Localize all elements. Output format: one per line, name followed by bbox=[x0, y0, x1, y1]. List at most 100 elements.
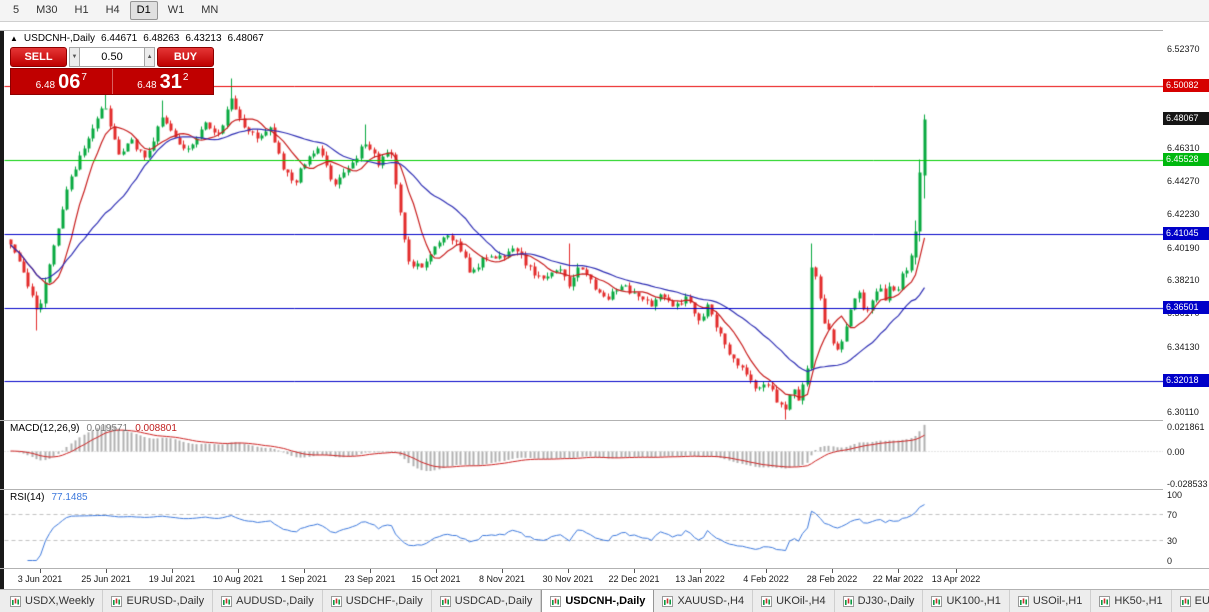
volume-down-icon[interactable]: ▼ bbox=[69, 47, 80, 67]
tab-label: USDCHF-,Daily bbox=[345, 595, 423, 607]
chart-tab-usdchf-daily[interactable]: USDCHF-,Daily bbox=[323, 590, 432, 612]
timeframe-button-m30[interactable]: M30 bbox=[29, 1, 64, 20]
chart-tab-usdcnh-daily[interactable]: USDCNH-,Daily bbox=[541, 590, 655, 612]
chart-icon bbox=[10, 595, 21, 607]
date-axis-label: 15 Oct 2021 bbox=[411, 574, 461, 584]
chart-tab-ukoil-h4[interactable]: UKOil-,H4 bbox=[753, 590, 835, 612]
chart-tab-eu[interactable]: EU bbox=[1172, 590, 1209, 612]
date-axis-divider bbox=[0, 568, 1209, 569]
chart-icon bbox=[111, 595, 123, 607]
price-axis-tick: 6.40190 bbox=[1167, 242, 1200, 253]
date-axis-tick bbox=[304, 569, 305, 573]
ask-price-pip: 2 bbox=[182, 72, 189, 83]
date-axis-tick bbox=[766, 569, 767, 573]
date-axis-label: 23 Sep 2021 bbox=[344, 574, 396, 584]
chart-icon bbox=[550, 595, 562, 607]
macd-main-value: 0.019571 bbox=[86, 423, 129, 434]
date-axis-label: 1 Sep 2021 bbox=[280, 574, 328, 584]
volume-input[interactable] bbox=[79, 47, 145, 67]
date-axis-label: 10 Aug 2021 bbox=[212, 574, 264, 584]
volume-control: ▼ ▲ bbox=[69, 47, 156, 67]
price-badge-6.48067: 6.48067 bbox=[1163, 111, 1209, 125]
chart-tab-usdcad-daily[interactable]: USDCAD-,Daily bbox=[432, 590, 542, 612]
rsi-axis-tick: 70 bbox=[1167, 509, 1178, 520]
ohlc-low: 6.43213 bbox=[185, 33, 222, 44]
date-axis-tick bbox=[370, 569, 371, 573]
chart-tab-audusd-daily[interactable]: AUDUSD-,Daily bbox=[213, 590, 323, 612]
chart-tab-xauusd-h4[interactable]: XAUUSD-,H4 bbox=[654, 590, 754, 612]
symbol-title: USDCNH-,Daily bbox=[23, 33, 96, 44]
buy-price-display[interactable]: 6.48 31 2 bbox=[113, 69, 214, 94]
tab-label: USDX,Weekly bbox=[25, 595, 95, 607]
date-axis-tick bbox=[106, 569, 107, 573]
rsi-panel-divider[interactable] bbox=[0, 489, 1209, 490]
one-click-collapse-icon[interactable]: ▲ bbox=[10, 34, 18, 43]
chart-tab-usdx-weekly[interactable]: USDX,Weekly bbox=[2, 590, 104, 612]
volume-up-icon[interactable]: ▲ bbox=[144, 47, 156, 67]
chart-tab-hk50-h1[interactable]: HK50-,H1 bbox=[1091, 590, 1172, 612]
date-axis[interactable] bbox=[4, 569, 1163, 589]
date-axis-tick bbox=[898, 569, 899, 573]
buy-button[interactable]: BUY bbox=[157, 47, 214, 67]
sell-price-display[interactable]: 6.48 06 7 bbox=[11, 69, 113, 94]
chart-icon bbox=[1099, 595, 1111, 607]
chart-icon bbox=[761, 595, 773, 607]
sell-button[interactable]: SELL bbox=[10, 47, 67, 67]
rsi-name: RSI(14) bbox=[10, 492, 45, 503]
timeframe-toolbar: 5 M30 H1 H4 D1 W1 MN bbox=[0, 0, 1209, 22]
date-axis-tick bbox=[700, 569, 701, 573]
chart-tab-eurusd-daily[interactable]: EURUSD-,Daily bbox=[103, 590, 214, 612]
macd-indicator-canvas[interactable] bbox=[4, 421, 1163, 488]
date-axis-label: 30 Nov 2021 bbox=[542, 574, 594, 584]
chart-icon bbox=[931, 595, 943, 607]
chart-icon bbox=[1017, 595, 1029, 607]
chart-icon bbox=[330, 595, 342, 607]
chart-tab-bar: USDX,Weekly EURUSD-,Daily AUDUSD-,Daily USD… bbox=[0, 589, 1209, 612]
price-axis-tick: 6.44270 bbox=[1167, 176, 1200, 187]
date-axis-label: 3 Jun 2021 bbox=[17, 574, 63, 584]
tab-label: USDCAD-,Daily bbox=[454, 595, 533, 607]
price-axis-tick: 6.52370 bbox=[1167, 43, 1200, 54]
price-badge-6.50082: 6.50082 bbox=[1163, 79, 1209, 93]
price-chart-canvas[interactable] bbox=[4, 31, 1163, 420]
rsi-indicator-canvas[interactable] bbox=[4, 490, 1163, 568]
chart-top-border bbox=[0, 30, 1209, 31]
tab-label: AUDUSD-,Daily bbox=[236, 595, 314, 607]
tab-label: XAUUSD-,H4 bbox=[677, 595, 745, 607]
tab-label: EU bbox=[1194, 595, 1209, 607]
timeframe-button-mn[interactable]: MN bbox=[194, 1, 225, 20]
date-axis-label: 22 Dec 2021 bbox=[608, 574, 660, 584]
tab-label: UK100-,H1 bbox=[946, 595, 1001, 607]
chart-tab-dj30-daily[interactable]: DJ30-,Daily bbox=[835, 590, 924, 612]
trade-controls-row: SELL ▼ ▲ BUY bbox=[10, 47, 214, 67]
ohlc-high: 6.48263 bbox=[143, 33, 180, 44]
macd-panel-divider[interactable] bbox=[0, 420, 1209, 421]
price-axis-tick: 6.42230 bbox=[1167, 209, 1200, 220]
date-axis-label: 8 Nov 2021 bbox=[478, 574, 526, 584]
timeframe-button-d1[interactable]: D1 bbox=[129, 1, 158, 20]
timeframe-button-h4[interactable]: H4 bbox=[99, 1, 127, 20]
macd-axis-tick: -0.028533 bbox=[1167, 478, 1208, 489]
timeframe-button-h1[interactable]: H1 bbox=[68, 1, 96, 20]
timeframe-button-5[interactable]: 5 bbox=[6, 1, 26, 20]
timeframe-button-w1[interactable]: W1 bbox=[161, 1, 192, 20]
tab-label: EURUSD-,Daily bbox=[126, 595, 205, 607]
macd-label: MACD(12,26,9) 0.019571 0.008801 bbox=[10, 423, 177, 434]
rsi-axis-tick: 30 bbox=[1167, 536, 1178, 547]
price-badge-6.45528: 6.45528 bbox=[1163, 153, 1209, 167]
ohlc-open: 6.44671 bbox=[101, 33, 138, 44]
chart-icon bbox=[662, 595, 674, 607]
date-axis-tick bbox=[634, 569, 635, 573]
chart-tab-uk100-h1[interactable]: UK100-,H1 bbox=[923, 590, 1010, 612]
price-axis-tick: 6.38210 bbox=[1167, 275, 1200, 286]
macd-axis-tick: 0.021861 bbox=[1167, 421, 1205, 432]
date-axis-tick bbox=[436, 569, 437, 573]
bid-ask-display: 6.48 06 7 6.48 31 2 bbox=[10, 68, 214, 95]
price-badge-6.41045: 6.41045 bbox=[1163, 226, 1209, 240]
chart-tab-usoil-h1[interactable]: USOil-,H1 bbox=[1010, 590, 1092, 612]
rsi-label: RSI(14) 77.1485 bbox=[10, 492, 88, 503]
bid-price-pip: 7 bbox=[81, 72, 87, 83]
date-axis-label: 13 Jan 2022 bbox=[675, 574, 725, 584]
tab-label: USDCNH-,Daily bbox=[565, 595, 646, 607]
